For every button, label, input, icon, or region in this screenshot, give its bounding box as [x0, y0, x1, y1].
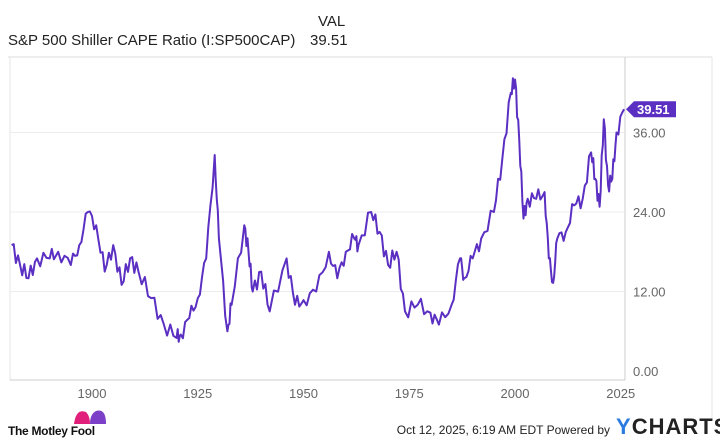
jester-hat-icon [74, 410, 106, 424]
legend-header: VAL [318, 13, 346, 30]
x-tick-label: 1900 [78, 386, 107, 401]
last-value-badge [626, 101, 676, 118]
x-tick-label: 1925 [183, 386, 212, 401]
logo-text: The Motley Fool [8, 424, 95, 438]
x-tick-label: 2025 [606, 386, 635, 401]
legend-series-value: 39.51 [310, 32, 348, 49]
footer-attribution: Oct 12, 2025, 6:19 AM EDT Powered by [397, 423, 610, 437]
powered-by: Powered by [546, 423, 610, 437]
legend-series-name: S&P 500 Shiller CAPE Ratio (I:SP500CAP) [8, 32, 296, 49]
motley-fool-logo: The Motley Fool [8, 410, 106, 438]
ycharts-logo[interactable]: YCHARTS [616, 414, 720, 439]
x-tick-label: 1975 [395, 386, 424, 401]
x-tick-label: 2000 [501, 386, 530, 401]
last-value-label: 39.51 [637, 102, 670, 117]
y-tick-label: 36.00 [633, 126, 666, 141]
y-tick-label: 24.00 [633, 205, 666, 220]
y-tick-label: 0.00 [633, 364, 658, 379]
x-tick-label: 1950 [289, 386, 318, 401]
timestamp: Oct 12, 2025, 6:19 AM EDT [396, 423, 544, 437]
y-tick-label: 12.00 [633, 285, 666, 300]
cape-series-line [11, 77, 625, 343]
